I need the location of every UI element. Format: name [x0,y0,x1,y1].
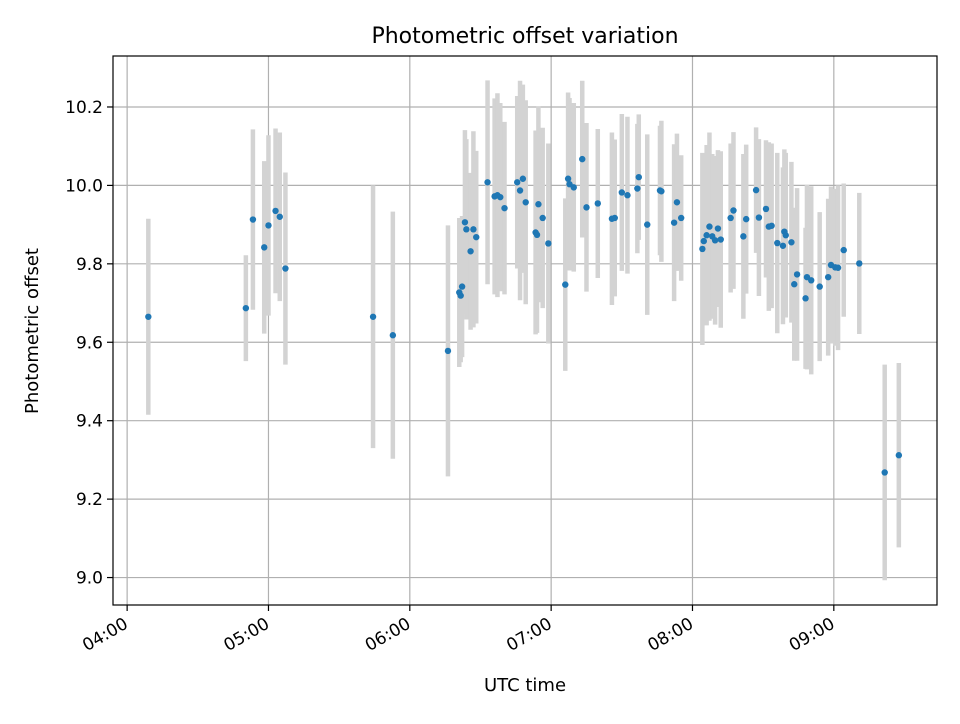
data-point [533,231,541,239]
data-point [717,236,724,243]
y-tick-label: 10.0 [65,176,103,196]
data-point [463,226,470,233]
data-point [272,207,279,215]
y-tick-label: 9.6 [76,333,103,353]
data-point [458,283,466,290]
data-point [711,237,719,244]
x-tick-label: 04:00 [79,614,131,656]
x-tick-label: 05:00 [221,614,273,656]
data-point [856,260,863,267]
data-point [369,313,377,320]
data-point [895,452,903,459]
data-point [467,248,474,255]
data-point [774,239,781,247]
data-point [816,283,823,290]
data-point [714,225,722,232]
data-point [881,469,888,476]
data-point [624,192,631,199]
x-tick-label: 08:00 [645,614,697,656]
data-point [611,214,618,222]
y-tick-label: 10.2 [65,98,103,118]
y-tick-label: 9.2 [76,490,103,510]
y-tick-label: 9.8 [76,255,103,275]
data-point [249,216,257,223]
data-point [742,215,750,223]
data-point [461,219,469,226]
data-point [834,264,842,271]
data-point [788,239,795,246]
data-point [282,265,289,272]
data-point [535,201,542,208]
y-tick-label: 9.0 [76,569,103,589]
data-point [782,232,789,239]
marker-layer [145,155,903,476]
data-point [762,205,770,213]
data-point [730,207,737,214]
x-tick-label: 09:00 [786,614,838,656]
data-point [519,175,527,182]
data-point [570,184,577,191]
chart-title: Photometric offset variation [371,24,678,49]
data-point [793,271,801,278]
data-point [670,219,678,226]
data-point [389,332,397,339]
data-point [265,222,272,229]
data-point [634,185,641,192]
data-point [808,277,815,284]
data-point [444,347,452,355]
x-tick-label: 06:00 [362,614,414,656]
data-point [497,193,504,201]
data-point [579,155,586,163]
data-point [484,179,491,186]
data-point [840,246,847,254]
data-point [644,221,651,228]
data-point [677,214,685,222]
data-point [768,222,775,229]
data-point [673,199,681,206]
data-point [699,245,706,253]
data-point [703,232,710,239]
y-tick-label: 9.4 [76,412,103,432]
data-point [824,273,832,281]
data-point [779,242,787,249]
data-point [700,237,707,245]
data-point [706,223,713,230]
data-point [635,173,642,181]
data-point [522,199,529,206]
data-point [562,281,569,288]
data-point [755,214,763,221]
data-point [583,204,590,211]
data-point [802,295,809,302]
data-point [145,313,152,320]
data-point [501,204,508,212]
data-point [594,200,601,207]
data-point [564,175,572,182]
data-point [470,226,477,233]
x-tick-label: 07:00 [503,614,555,656]
y-axis-label: Photometric offset [22,248,43,414]
data-point [473,233,480,241]
data-point [727,214,734,222]
plot-frame [112,55,938,606]
data-point [791,281,798,288]
data-point [242,304,250,312]
data-point [514,179,521,186]
data-point [740,233,747,240]
data-point [261,244,268,251]
errorbar-layer [146,80,902,581]
data-point [516,187,524,194]
data-point [545,240,552,247]
data-point [618,189,626,196]
data-point [539,214,546,222]
data-point [752,186,760,194]
data-point [457,292,464,299]
data-point [276,213,283,220]
x-axis-label: UTC time [484,675,566,696]
data-point [658,188,665,195]
